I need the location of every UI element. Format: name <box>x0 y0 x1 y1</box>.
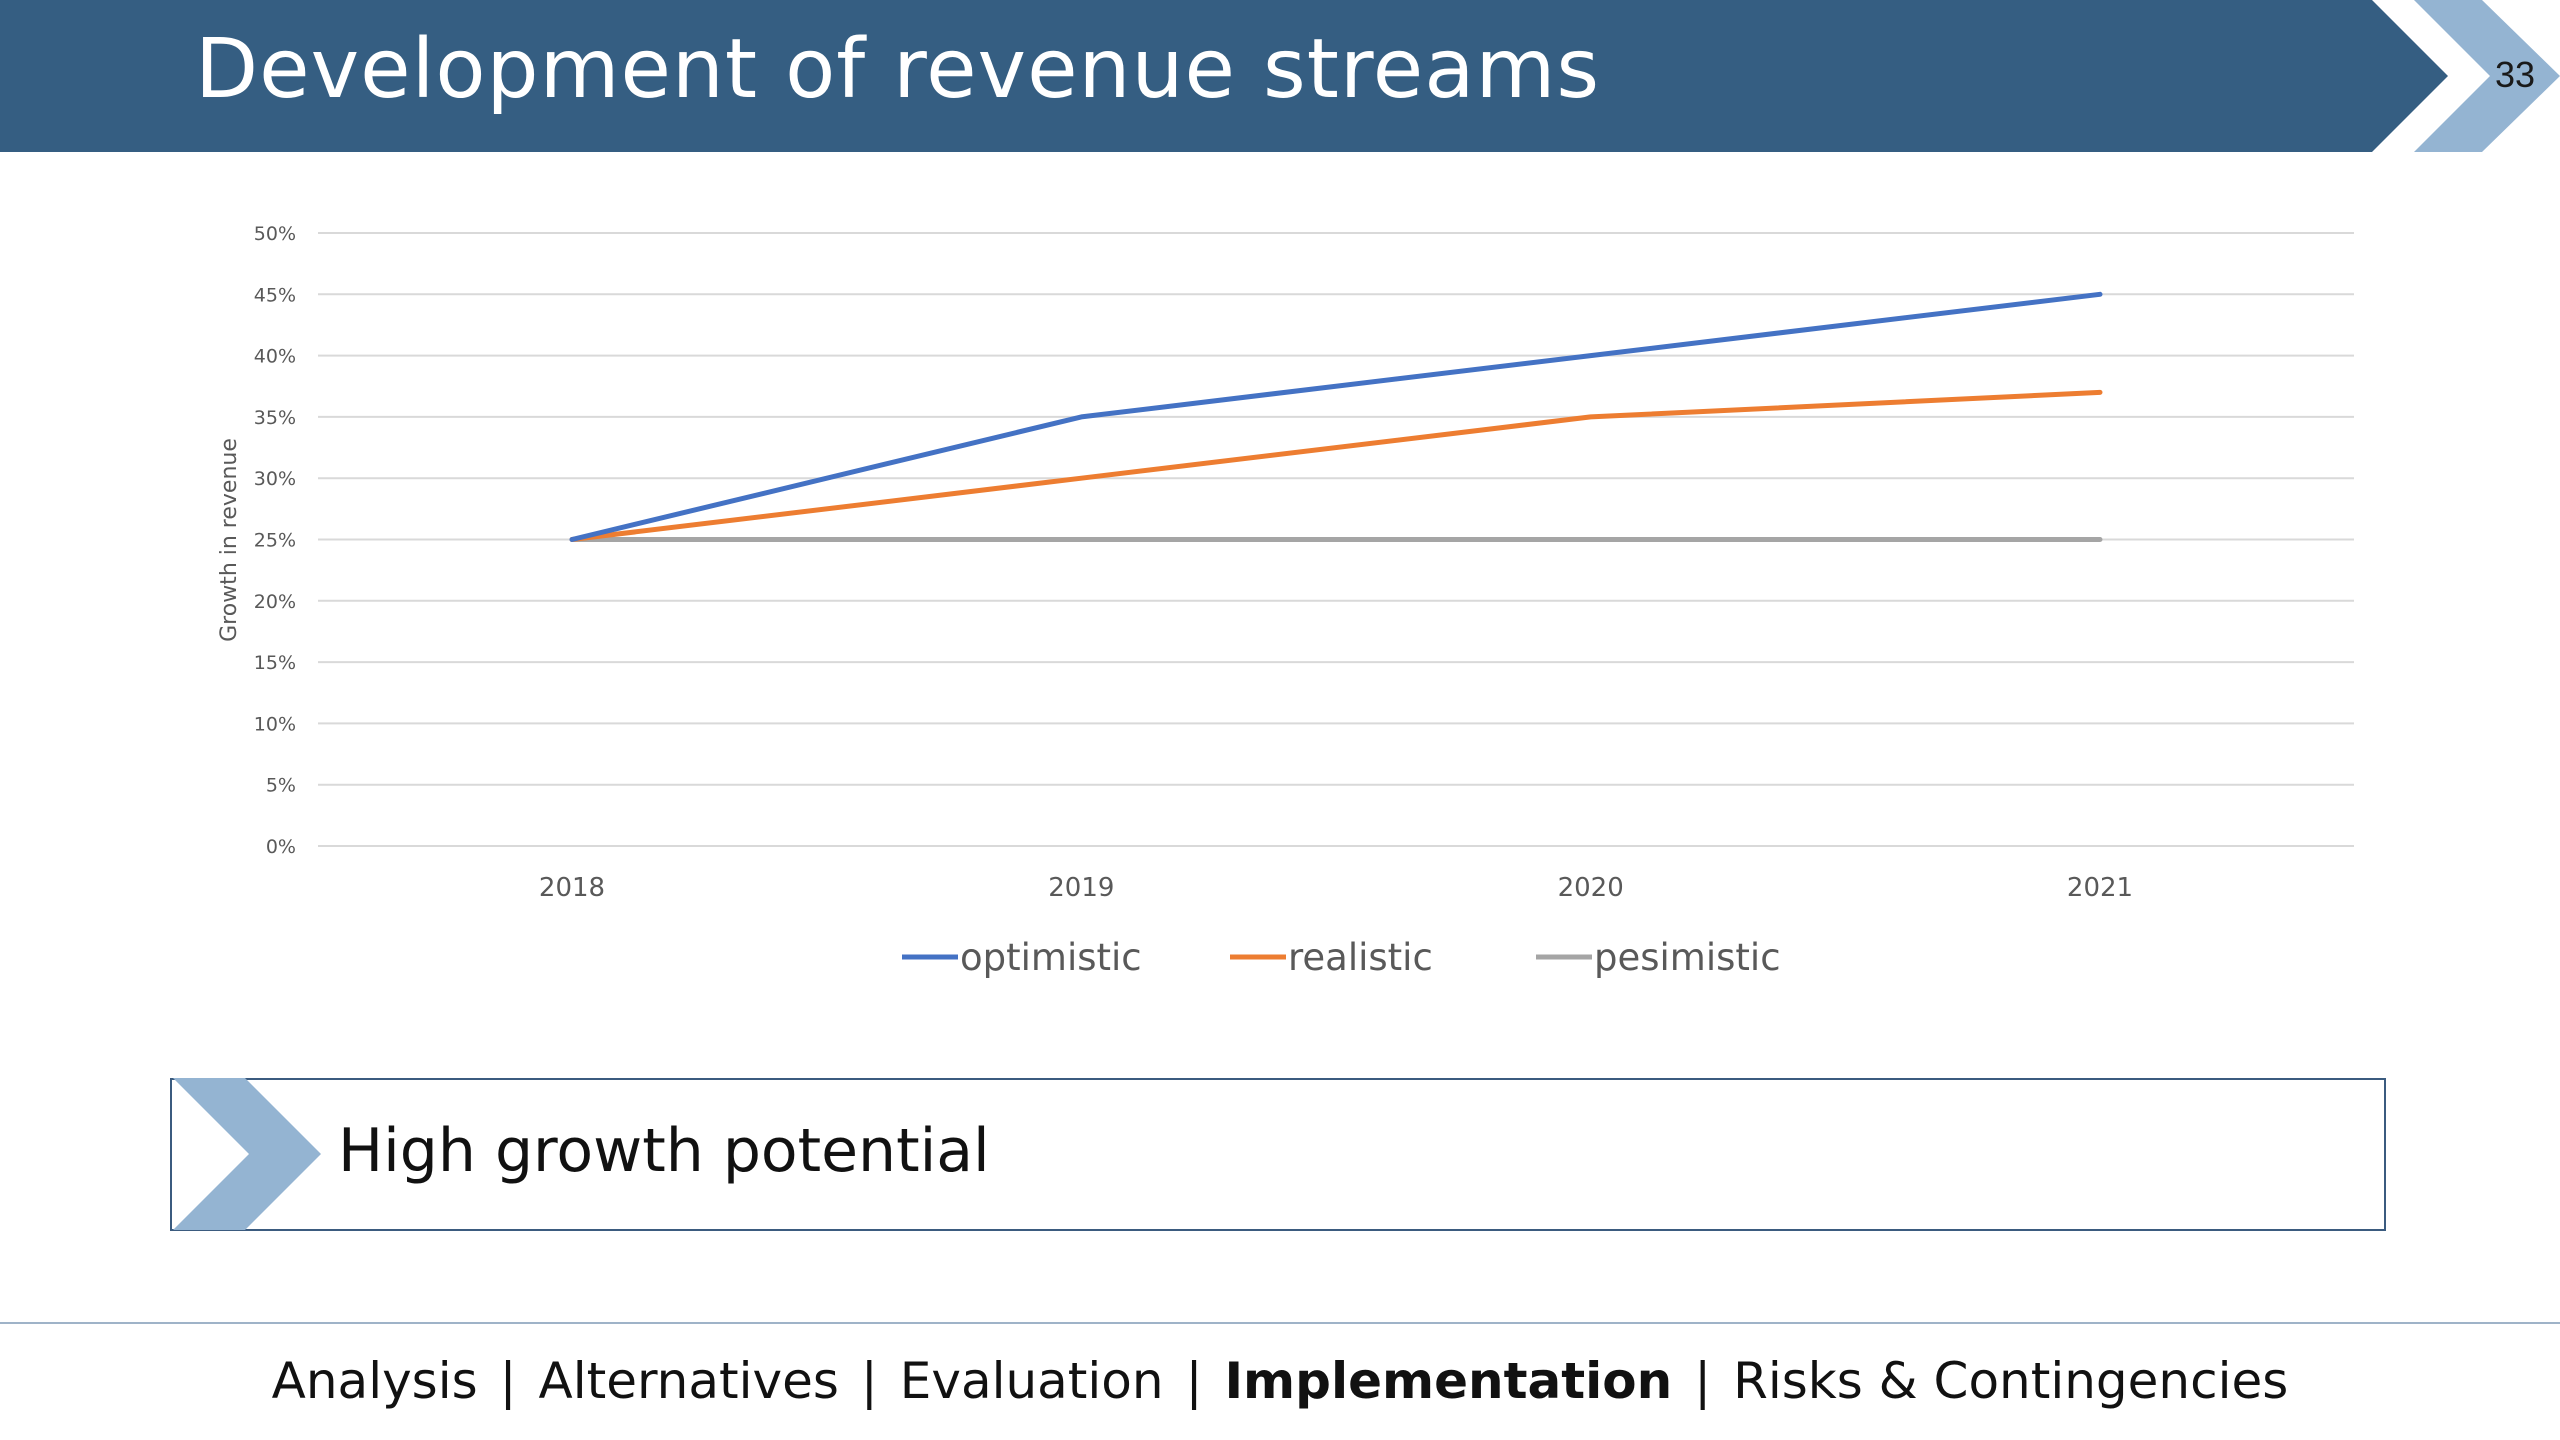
page-number: 33 <box>2494 54 2536 95</box>
legend-item-pesimistic: pesimistic <box>1536 936 1781 979</box>
callout-banner: High growth potential <box>170 1078 2386 1231</box>
chart-gridlines <box>318 232 2354 847</box>
legend-label: realistic <box>1288 936 1433 979</box>
footer-separator: | <box>1185 1352 1203 1410</box>
header-banner <box>0 0 2560 152</box>
chart-legend: optimistic realistic pesimistic <box>902 936 1781 979</box>
series-line-realistic <box>569 389 2103 542</box>
y-tick-label: 45% <box>254 284 296 306</box>
y-tick-label: 10% <box>254 713 296 735</box>
footer-nav-risks-contingencies[interactable]: Risks & Contingencies <box>1733 1352 2289 1410</box>
y-axis-tick-labels: 0% 5% 10% 15% 20% 25% 30% 35% 40% 45% 50% <box>254 223 296 858</box>
page-title: Development of revenue streams <box>195 22 1601 117</box>
footer-navigation: Analysis | Alternatives | Evaluation | Impleme… <box>0 1352 2560 1410</box>
callout-chevron-icon <box>173 1078 321 1230</box>
banner-chevron-icon <box>2414 0 2560 152</box>
x-axis-tick-labels: 2018 2019 2020 2021 <box>539 873 2133 903</box>
x-tick-label: 2021 <box>2067 873 2133 903</box>
y-tick-label: 35% <box>254 407 296 429</box>
banner-background <box>0 0 2448 152</box>
footer-divider <box>0 1322 2560 1324</box>
footer-nav-evaluation[interactable]: Evaluation <box>899 1352 1164 1410</box>
legend-item-optimistic: optimistic <box>902 936 1142 979</box>
y-axis-label: Growth in revenue <box>217 438 242 642</box>
legend-item-realistic: realistic <box>1230 936 1433 979</box>
footer-nav-analysis[interactable]: Analysis <box>271 1352 478 1410</box>
y-tick-label: 40% <box>254 346 296 368</box>
series-line-optimistic <box>569 291 2103 542</box>
revenue-growth-chart: 0% 5% 10% 15% 20% 25% 30% 35% 40% 45% 50% 2018 2019… <box>217 223 2354 979</box>
callout-text: High growth potential <box>338 1116 990 1186</box>
footer-separator: | <box>860 1352 878 1410</box>
y-tick-label: 20% <box>254 591 296 613</box>
legend-label: optimistic <box>960 936 1142 979</box>
footer-separator: | <box>1694 1352 1712 1410</box>
y-tick-label: 30% <box>254 468 296 490</box>
y-tick-label: 50% <box>254 223 296 245</box>
y-tick-label: 5% <box>266 775 296 797</box>
y-tick-label: 0% <box>266 836 296 858</box>
footer-nav-implementation[interactable]: Implementation <box>1224 1352 1673 1410</box>
x-tick-label: 2018 <box>539 873 605 903</box>
x-tick-label: 2019 <box>1048 873 1114 903</box>
chart-series-lines <box>569 291 2103 542</box>
legend-label: pesimistic <box>1594 936 1781 979</box>
y-tick-label: 15% <box>254 652 296 674</box>
y-tick-label: 25% <box>254 530 296 552</box>
x-tick-label: 2020 <box>1558 873 1624 903</box>
callout-box <box>170 1078 2386 1231</box>
footer-nav-alternatives[interactable]: Alternatives <box>538 1352 839 1410</box>
footer-separator: | <box>499 1352 517 1410</box>
